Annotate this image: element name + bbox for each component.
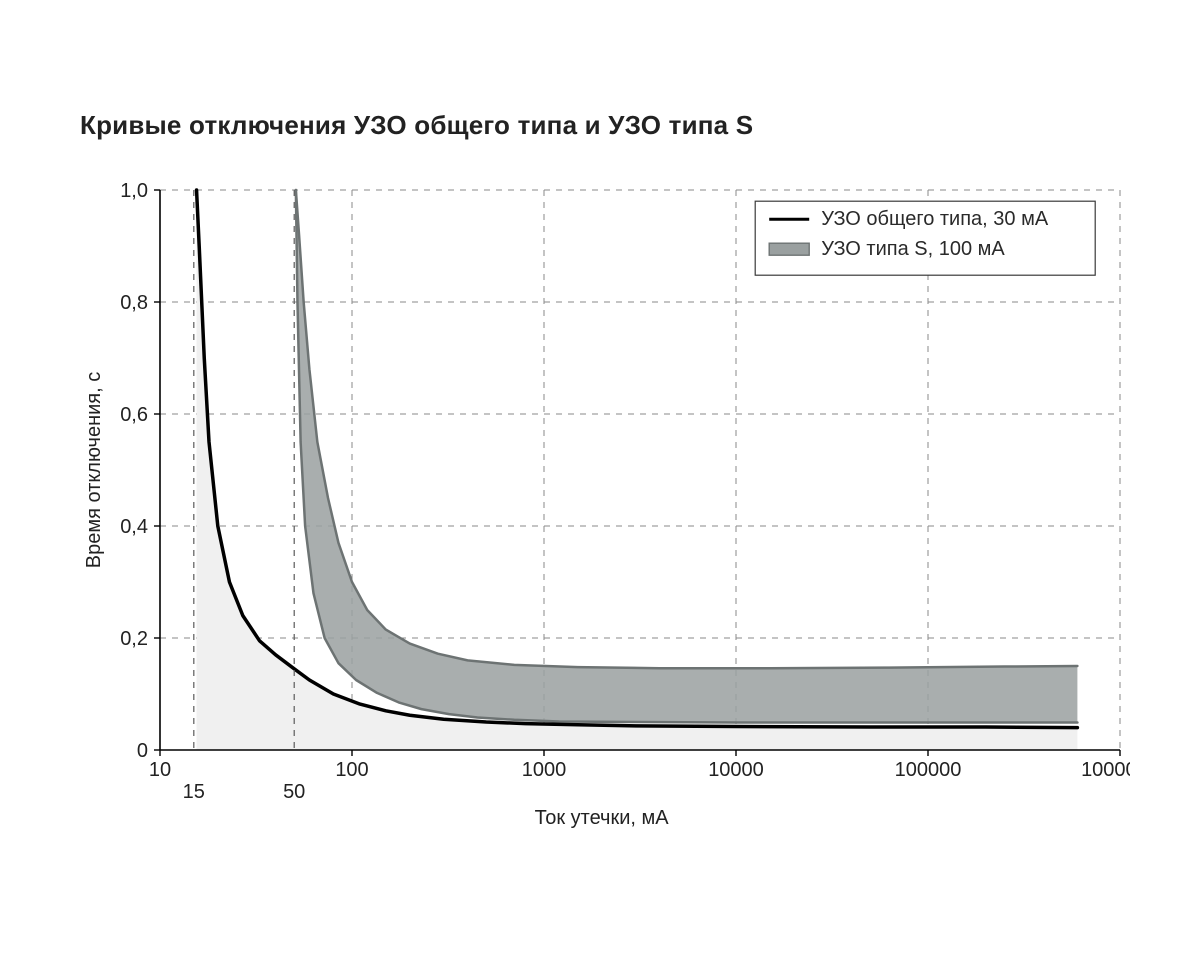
svg-text:0,2: 0,2 — [120, 628, 148, 650]
svg-text:15: 15 — [183, 781, 205, 803]
svg-text:100: 100 — [335, 759, 368, 781]
svg-text:0,4: 0,4 — [120, 516, 148, 538]
svg-text:0: 0 — [137, 740, 148, 762]
svg-text:100000: 100000 — [895, 759, 962, 781]
chart-container: 15 50 0 0,2 0,4 0,6 0,8 1,0 10 100 1000 10000 100000… — [70, 180, 1130, 880]
svg-text:1,0: 1,0 — [120, 180, 148, 202]
svg-text:Ток утечки, мА: Ток утечки, мА — [535, 807, 670, 829]
svg-text:УЗО типа S, 100 мА: УЗО типа S, 100 мА — [821, 238, 1005, 260]
svg-text:0,6: 0,6 — [120, 404, 148, 426]
svg-text:50: 50 — [283, 781, 305, 803]
trip-curves-chart: 15 50 0 0,2 0,4 0,6 0,8 1,0 10 100 1000 10000 100000… — [70, 180, 1130, 840]
chart-title: Кривые отключения УЗО общего типа и УЗО … — [80, 110, 753, 141]
svg-text:УЗО общего типа, 30 мА: УЗО общего типа, 30 мА — [821, 208, 1049, 230]
svg-text:1000000: 1000000 — [1081, 759, 1130, 781]
svg-text:1000: 1000 — [522, 759, 567, 781]
svg-text:10000: 10000 — [708, 759, 764, 781]
svg-text:10: 10 — [149, 759, 171, 781]
svg-text:0,8: 0,8 — [120, 292, 148, 314]
svg-text:Время отключения, с: Время отключения, с — [83, 372, 105, 568]
